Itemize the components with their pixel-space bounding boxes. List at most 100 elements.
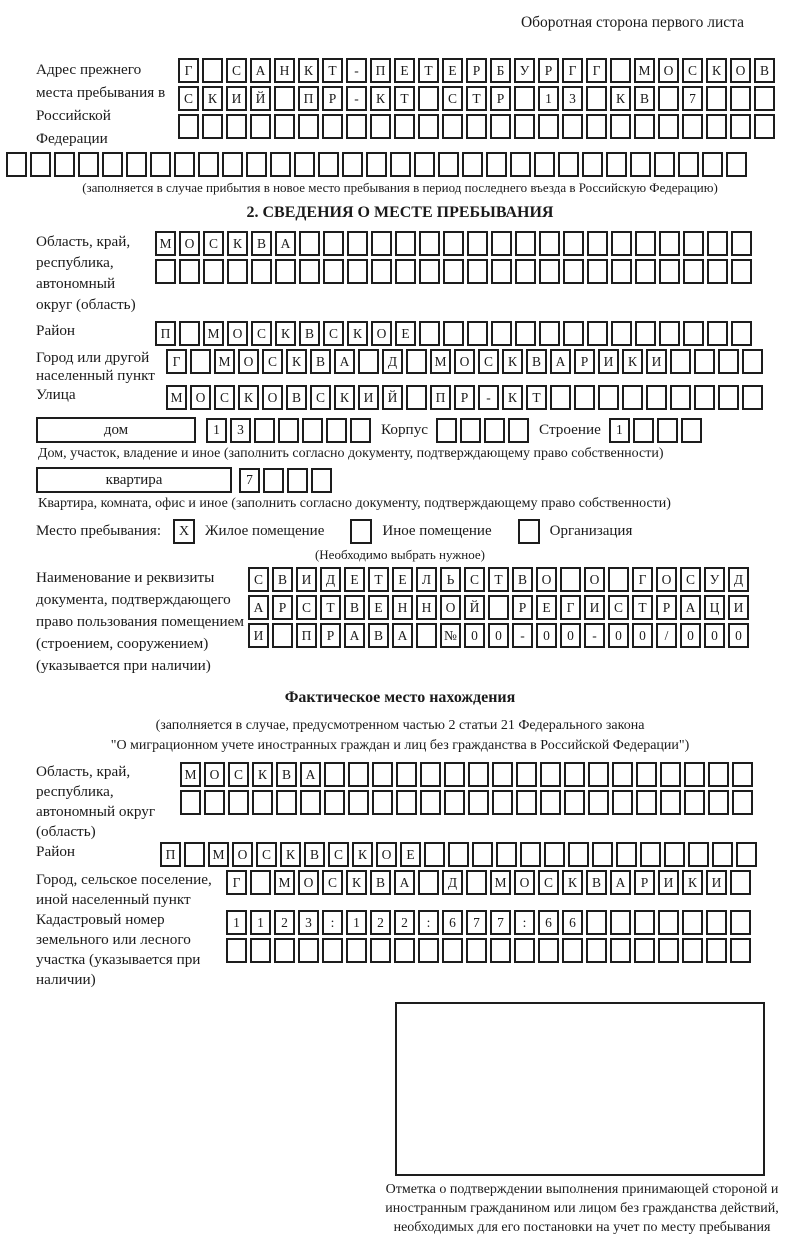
char-box: 1 [608, 417, 630, 443]
char-box [706, 938, 727, 963]
char-box [550, 385, 571, 410]
other-premises-option-label: Иное помещение [382, 523, 492, 539]
char-box [538, 938, 559, 963]
char-box [198, 152, 219, 177]
char-box: В [276, 762, 297, 787]
char-box [78, 152, 99, 177]
char-box [294, 152, 315, 177]
char-box [278, 417, 299, 443]
char-box [444, 790, 465, 815]
char-box: Б [490, 58, 511, 83]
char-box [610, 938, 631, 963]
char-box [658, 938, 679, 963]
prev-address-label: Адрес прежнего места пребывания в Россий… [36, 61, 166, 147]
char-box: В [370, 870, 391, 895]
char-box [496, 842, 517, 867]
char-box [510, 152, 531, 177]
char-box [250, 114, 271, 139]
char-box: Е [395, 321, 416, 346]
char-box [448, 842, 469, 867]
char-box [706, 114, 727, 139]
char-box: В [299, 321, 320, 346]
char-box: М [203, 321, 224, 346]
char-box: Е [394, 58, 415, 83]
char-box [298, 938, 319, 963]
char-box: О [179, 231, 200, 256]
char-box [346, 938, 367, 963]
char-box [660, 790, 681, 815]
char-box: И [248, 623, 269, 648]
char-box [684, 762, 705, 787]
char-box: И [296, 567, 317, 592]
char-box [660, 762, 681, 787]
char-box: С [203, 231, 224, 256]
char-box [683, 259, 704, 284]
char-box: А [344, 623, 365, 648]
char-box [707, 231, 728, 256]
char-box: О [454, 349, 475, 374]
char-box: Ь [440, 567, 461, 592]
char-box: Д [320, 567, 341, 592]
char-box [102, 152, 123, 177]
char-box: Е [368, 595, 389, 620]
char-box [730, 870, 751, 895]
char-box: Р [320, 623, 341, 648]
char-box [299, 231, 320, 256]
char-box: Д [442, 870, 463, 895]
char-box [250, 938, 271, 963]
char-box [174, 152, 195, 177]
char-box: № [440, 623, 461, 648]
char-box: О [232, 842, 253, 867]
char-box [634, 114, 655, 139]
char-box: 1 [250, 910, 271, 935]
char-box [420, 790, 441, 815]
char-box: А [550, 349, 571, 374]
char-box: С [478, 349, 499, 374]
char-box [634, 910, 655, 935]
char-box [491, 259, 512, 284]
char-box [298, 114, 319, 139]
char-box [538, 114, 559, 139]
char-box [574, 385, 595, 410]
char-box: К [280, 842, 301, 867]
char-box [254, 417, 275, 443]
char-box: - [478, 385, 499, 410]
char-box: Т [394, 86, 415, 111]
char-box [468, 790, 489, 815]
char-box: 1 [538, 86, 559, 111]
char-box [702, 152, 723, 177]
char-box: 6 [442, 910, 463, 935]
char-box: В [586, 870, 607, 895]
char-box: У [514, 58, 535, 83]
char-box [610, 58, 631, 83]
char-box: С [442, 86, 463, 111]
actual-region-char-row-2 [180, 790, 753, 815]
char-box [544, 842, 565, 867]
char-box: / [656, 623, 677, 648]
char-box: С [262, 349, 283, 374]
char-box [732, 790, 753, 815]
char-box: - [512, 623, 533, 648]
char-box [418, 86, 439, 111]
prev-address-note: (заполняется в случае прибытия в новое м… [82, 180, 718, 195]
char-box: 0 [728, 623, 749, 648]
char-box [564, 762, 585, 787]
region-block: Область, край, республика, автономный ок… [36, 231, 764, 315]
char-box: С [251, 321, 272, 346]
cadastral-char-row-2 [226, 938, 751, 963]
char-box: 6 [562, 910, 583, 935]
char-box [322, 938, 343, 963]
char-box [654, 152, 675, 177]
title-document-block: Наименование и реквизиты документа, подт… [36, 567, 764, 677]
char-box [730, 938, 751, 963]
char-box [347, 231, 368, 256]
char-box [534, 152, 555, 177]
char-box: М [274, 870, 295, 895]
char-box: И [706, 870, 727, 895]
char-box [587, 231, 608, 256]
